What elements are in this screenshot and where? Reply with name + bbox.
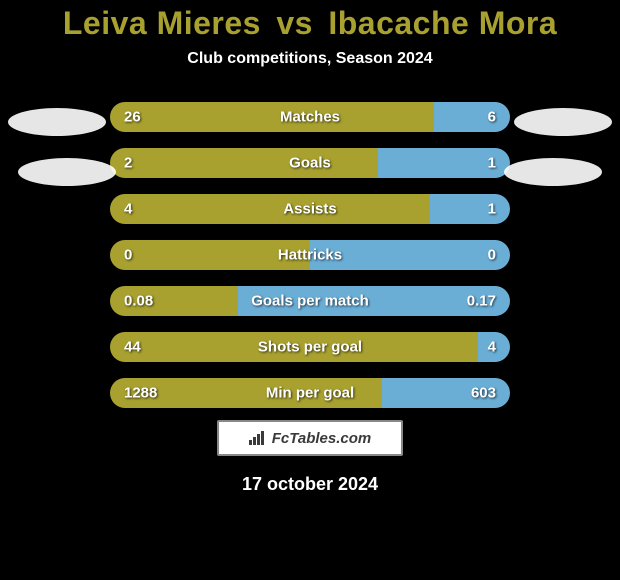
right-value: 603: [471, 385, 496, 402]
right-value: 0.17: [467, 293, 496, 310]
page-title: Leiva Mieres vs Ibacache Mora: [0, 5, 620, 42]
chart-icon: [249, 431, 267, 445]
left-value: 0: [124, 247, 132, 264]
stat-label: Hattricks: [278, 247, 342, 264]
chart-area: 26 6 Matches 2 1 Goals 4 1 Assists 0 0 Hattricks 0.0…: [0, 102, 620, 402]
left-value: 0.08: [124, 293, 153, 310]
bar-left: [110, 148, 378, 178]
decoration-ellipse: [514, 108, 612, 136]
right-value: 0: [488, 247, 496, 264]
stat-row: 444Shots per goal: [110, 332, 510, 362]
bar-left: [110, 194, 430, 224]
stat-row: 4 1 Assists: [110, 194, 510, 224]
vs-label: vs: [276, 5, 313, 41]
stat-row: 0.08 0.17 Goals per match: [110, 286, 510, 316]
subtitle: Club competitions, Season 2024: [0, 50, 620, 68]
stat-label: Goals: [289, 155, 331, 172]
player1-name: Leiva Mieres: [63, 5, 261, 41]
stat-label: Shots per goal: [258, 339, 362, 356]
source-badge: FcTables.com: [217, 420, 403, 456]
left-value: 1288: [124, 385, 157, 402]
left-value: 44: [124, 339, 141, 356]
decoration-ellipse: [8, 108, 106, 136]
stat-label: Assists: [283, 201, 336, 218]
comparison-chart: Leiva Mieres vs Ibacache Mora Club compe…: [0, 0, 620, 580]
stat-row: 1288 603 Min per goal: [110, 378, 510, 408]
left-value: 26: [124, 109, 141, 126]
stat-row: 26 6 Matches: [110, 102, 510, 132]
right-value: 4: [488, 339, 496, 356]
source-text: FcTables.com: [272, 430, 371, 447]
right-value: 6: [488, 109, 496, 126]
stat-row: 2 1 Goals: [110, 148, 510, 178]
bars-container: 26 6 Matches 2 1 Goals 4 1 Assists 0 0 Hattricks 0.0…: [110, 102, 510, 424]
decoration-ellipse: [504, 158, 602, 186]
left-value: 4: [124, 201, 132, 218]
right-value: 1: [488, 201, 496, 218]
right-value: 1: [488, 155, 496, 172]
stat-label: Matches: [280, 109, 340, 126]
date: 17 october 2024: [0, 474, 620, 495]
left-value: 2: [124, 155, 132, 172]
bar-left: [110, 102, 434, 132]
stat-label: Goals per match: [251, 293, 369, 310]
stat-label: Min per goal: [266, 385, 354, 402]
player2-name: Ibacache Mora: [328, 5, 557, 41]
bar-right: [434, 102, 510, 132]
bar-right: [430, 194, 510, 224]
decoration-ellipse: [18, 158, 116, 186]
stat-row: 0 0 Hattricks: [110, 240, 510, 270]
